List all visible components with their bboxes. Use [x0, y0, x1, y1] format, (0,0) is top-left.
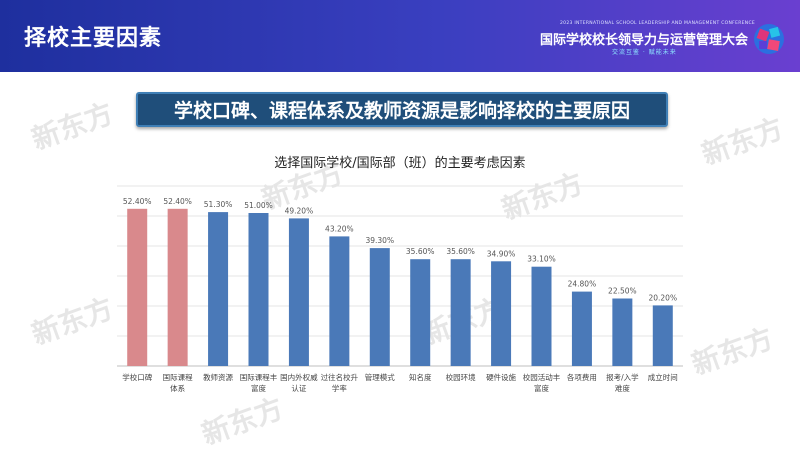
data-label: 43.20%	[325, 224, 354, 233]
conference-slogan: 交流互鉴 · 赋能未来	[612, 49, 677, 56]
category-label: 各项费用	[567, 372, 597, 382]
category-label: 管理模式	[365, 372, 395, 382]
data-label: 51.00%	[244, 201, 273, 210]
category-label: 校园活动丰富度	[523, 372, 561, 393]
data-label: 22.50%	[608, 287, 637, 296]
chart-title: 选择国际学校/国际部（班）的主要考虑因素	[274, 155, 525, 171]
data-label: 51.30%	[204, 200, 233, 209]
data-label: 34.90%	[487, 249, 516, 258]
bar	[329, 236, 350, 366]
data-label: 39.30%	[365, 236, 394, 245]
bar	[410, 259, 431, 366]
conference-name-cn: 国际学校校长领导力与运营管理大会	[540, 33, 749, 48]
bar	[571, 291, 592, 366]
data-label: 24.80%	[568, 280, 597, 289]
category-label: 知名度	[409, 372, 432, 382]
category-label: 国际课程体系	[163, 373, 193, 393]
category-label: 硬件设施	[486, 372, 516, 382]
category-label: 教师资源	[203, 372, 233, 382]
bar	[208, 212, 229, 366]
data-label: 35.60%	[406, 247, 435, 256]
data-label: 33.10%	[527, 255, 556, 264]
data-label: 35.60%	[446, 247, 475, 256]
bar	[652, 305, 673, 366]
category-label: 成立时间	[648, 372, 678, 382]
data-label: 52.40%	[123, 197, 152, 206]
bar	[369, 248, 390, 366]
bar	[612, 298, 633, 366]
category-label: 学校口碑	[122, 372, 152, 382]
conference-name-en: 2023 INTERNATIONAL SCHOOL LEADERSHIP AND…	[560, 21, 756, 26]
header-bar: 择校主要因素 2023 INTERNATIONAL SCHOOL LEADERS…	[0, 0, 800, 72]
bar	[127, 208, 148, 366]
bar	[167, 208, 188, 366]
category-label: 国内外权威认证	[280, 372, 318, 393]
category-label: 国际课程丰富度	[240, 372, 278, 393]
category-label: 校园环境	[446, 372, 476, 382]
bar	[248, 213, 269, 366]
bar	[288, 218, 309, 366]
bar	[531, 266, 552, 366]
data-label: 49.20%	[285, 206, 314, 215]
page-title: 择校主要因素	[24, 26, 163, 51]
bar	[450, 259, 471, 366]
category-label: 过往名校升学率	[321, 372, 359, 393]
key-finding-banner: 学校口碑、课程体系及教师资源是影响择校的主要原因	[136, 92, 668, 127]
data-label: 20.20%	[648, 293, 677, 302]
category-label: 报考/入学难度	[606, 372, 639, 393]
conference-logo-icon	[754, 24, 784, 54]
data-label: 52.40%	[163, 197, 192, 206]
bar	[491, 261, 512, 366]
